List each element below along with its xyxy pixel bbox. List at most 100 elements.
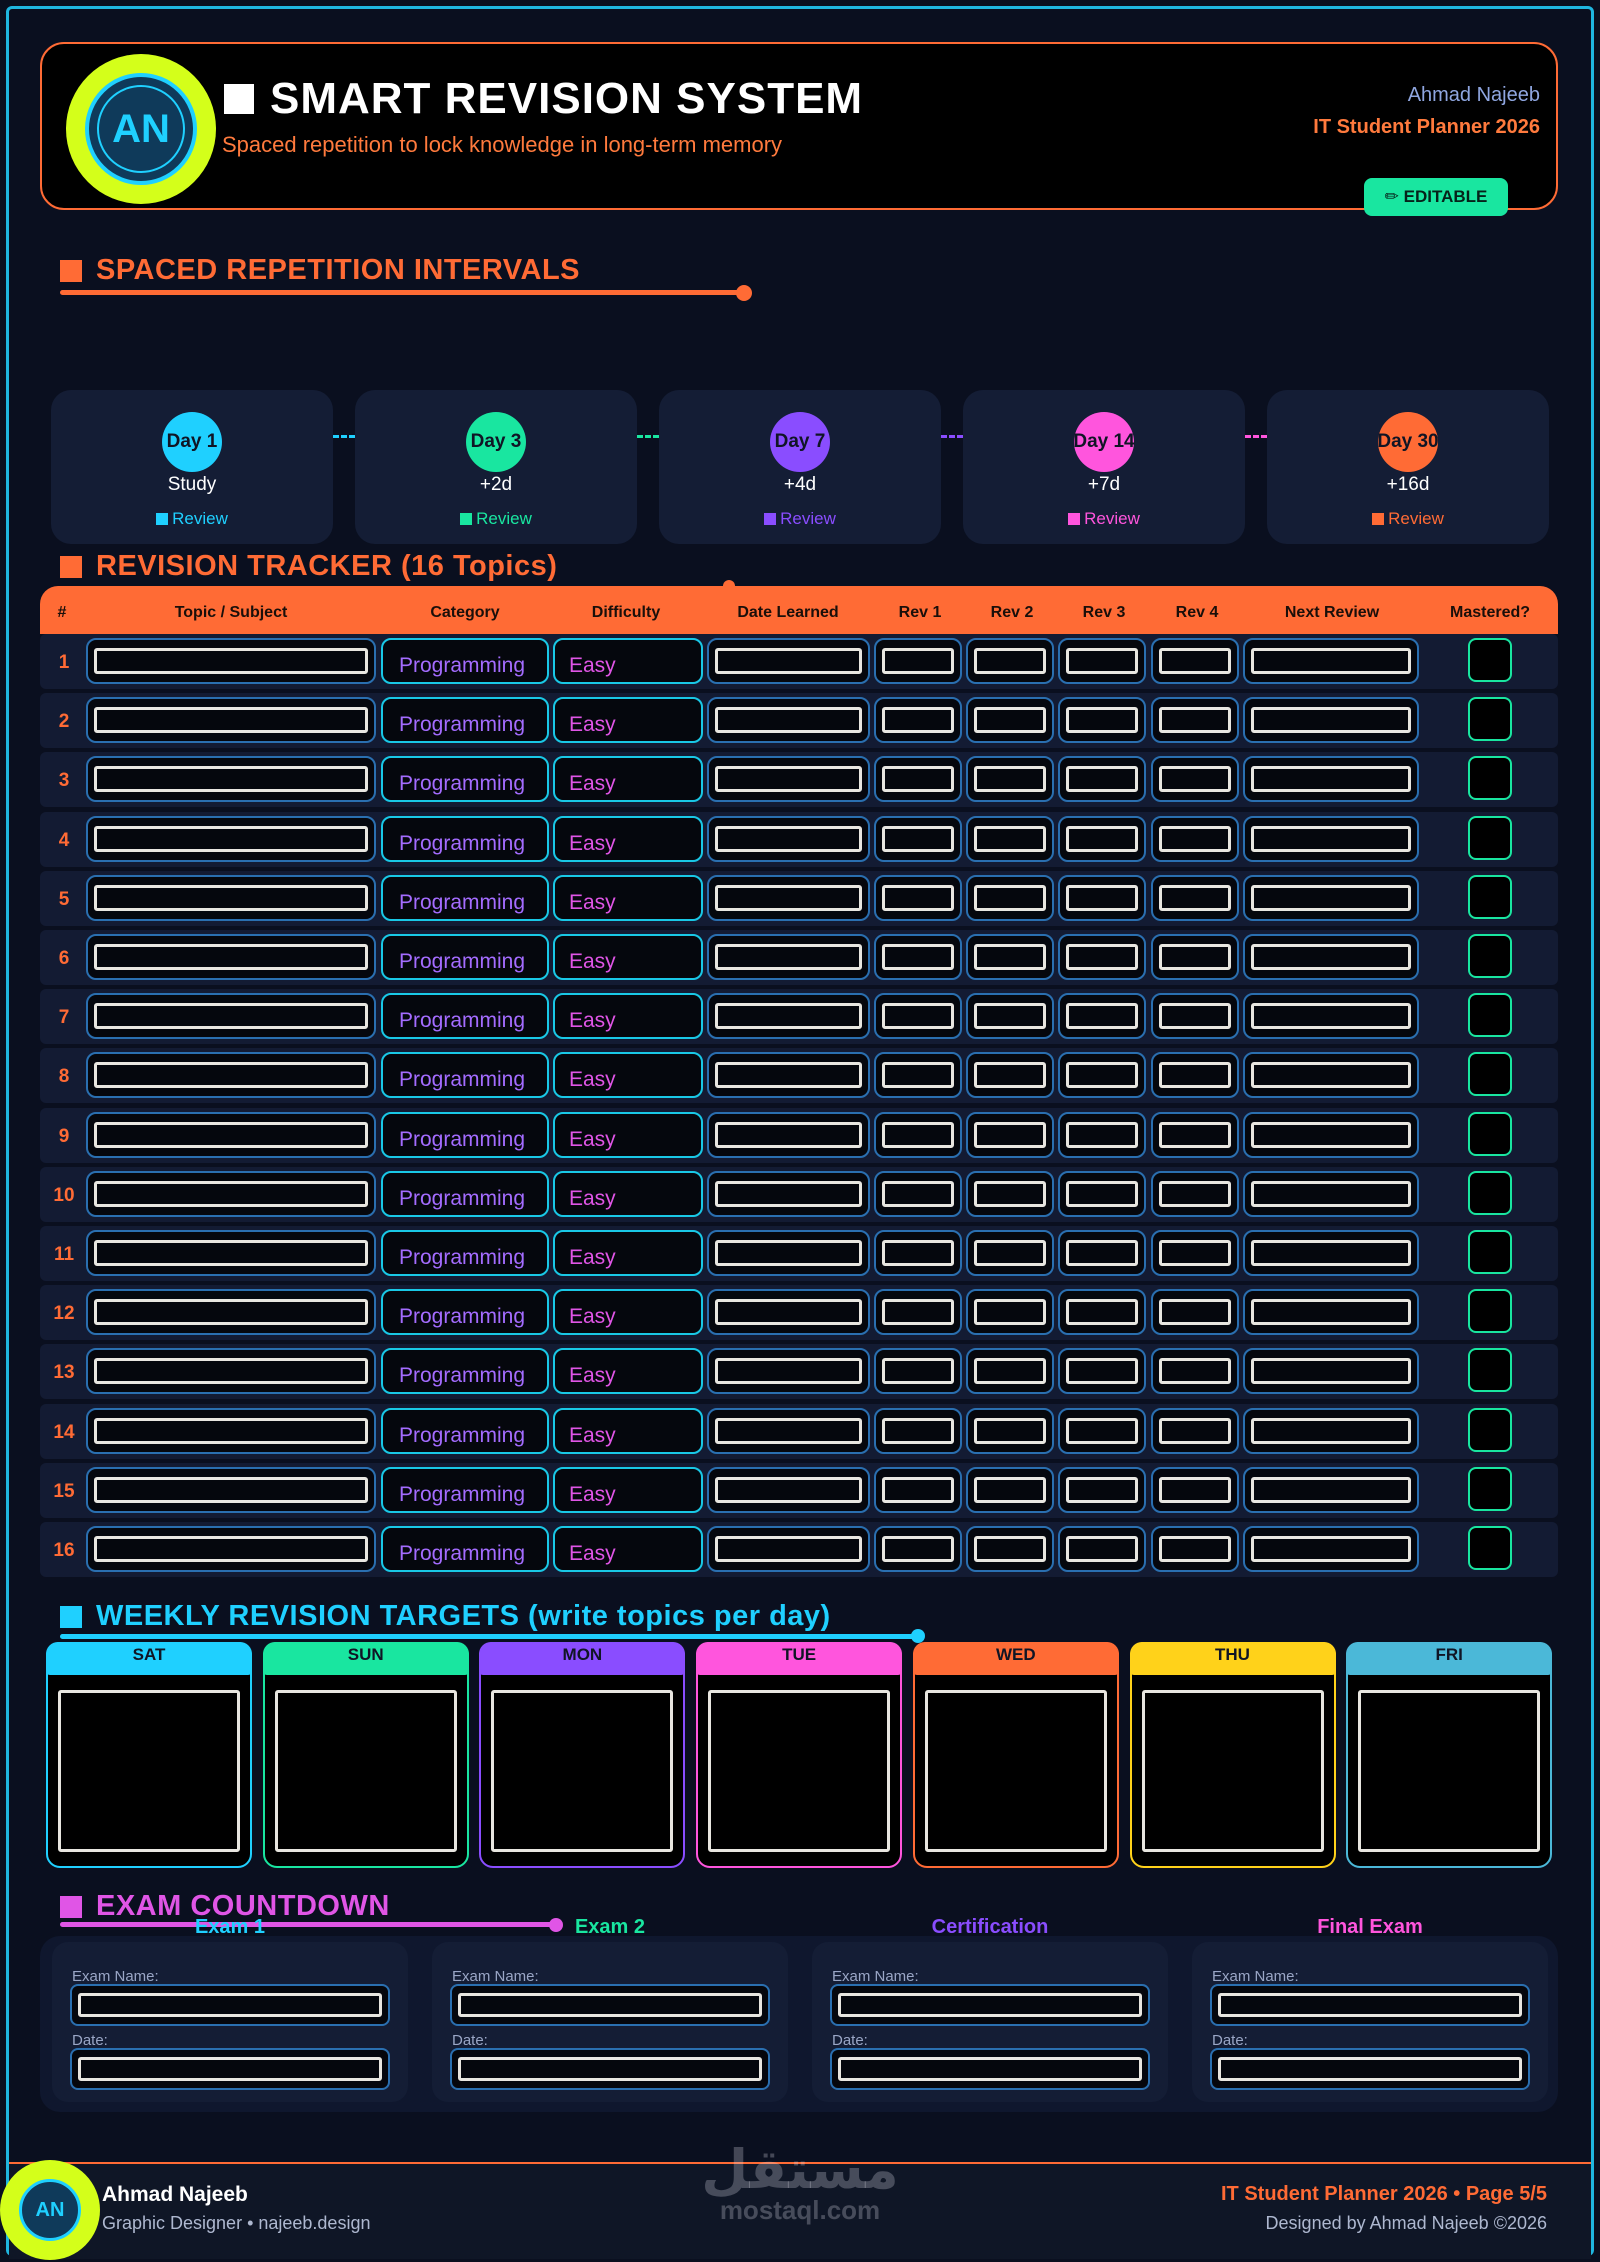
difficulty-select[interactable]: Easy xyxy=(553,815,703,862)
mastered-checkbox[interactable] xyxy=(1468,993,1512,1038)
mastered-checkbox[interactable] xyxy=(1468,1052,1512,1097)
topic-input[interactable] xyxy=(86,874,376,921)
exam-date-input[interactable] xyxy=(830,2048,1150,2090)
category-select[interactable]: Programming xyxy=(381,815,549,862)
exam-name-input[interactable] xyxy=(830,1984,1150,2026)
next-review-input[interactable] xyxy=(1243,1052,1419,1099)
rev4-input[interactable] xyxy=(1151,1230,1239,1276)
rev4-input[interactable] xyxy=(1151,1170,1239,1217)
category-select[interactable]: Programming xyxy=(381,756,549,803)
rev2-input[interactable] xyxy=(966,1170,1054,1217)
editable-badge[interactable]: ✏ EDITABLE xyxy=(1364,178,1508,216)
rev2-input[interactable] xyxy=(966,934,1054,980)
date-learned-input[interactable] xyxy=(707,874,870,921)
date-learned-input[interactable] xyxy=(707,1111,870,1158)
rev4-input[interactable] xyxy=(1151,1289,1239,1336)
rev2-input[interactable] xyxy=(966,756,1054,803)
difficulty-select[interactable]: Easy xyxy=(553,1230,703,1276)
topic-input[interactable] xyxy=(86,1111,376,1158)
difficulty-select[interactable]: Easy xyxy=(553,934,703,980)
mastered-checkbox[interactable] xyxy=(1468,1466,1512,1511)
rev4-input[interactable] xyxy=(1151,1526,1239,1572)
category-select[interactable]: Programming xyxy=(381,1052,549,1099)
difficulty-select[interactable]: Easy xyxy=(553,1466,703,1513)
category-select[interactable]: Programming xyxy=(381,1348,549,1395)
rev3-input[interactable] xyxy=(1058,1052,1146,1099)
rev3-input[interactable] xyxy=(1058,1407,1146,1454)
category-select[interactable]: Programming xyxy=(381,1170,549,1217)
next-review-input[interactable] xyxy=(1243,1348,1419,1395)
difficulty-select[interactable]: Easy xyxy=(553,697,703,744)
next-review-input[interactable] xyxy=(1243,1407,1419,1454)
category-select[interactable]: Programming xyxy=(381,874,549,921)
next-review-input[interactable] xyxy=(1243,934,1419,980)
next-review-input[interactable] xyxy=(1243,874,1419,921)
difficulty-select[interactable]: Easy xyxy=(553,1052,703,1099)
rev3-input[interactable] xyxy=(1058,874,1146,921)
date-learned-input[interactable] xyxy=(707,1466,870,1513)
day-topics-box[interactable] xyxy=(274,1690,457,1852)
mastered-checkbox[interactable] xyxy=(1468,934,1512,978)
difficulty-select[interactable]: Easy xyxy=(553,874,703,921)
date-learned-input[interactable] xyxy=(707,934,870,980)
mastered-checkbox[interactable] xyxy=(1468,874,1512,919)
rev4-input[interactable] xyxy=(1151,756,1239,803)
mastered-checkbox[interactable] xyxy=(1468,697,1512,742)
next-review-input[interactable] xyxy=(1243,756,1419,803)
category-select[interactable]: Programming xyxy=(381,1407,549,1454)
rev4-input[interactable] xyxy=(1151,1111,1239,1158)
exam-name-input[interactable] xyxy=(1210,1984,1530,2026)
difficulty-select[interactable]: Easy xyxy=(553,1170,703,1217)
category-select[interactable]: Programming xyxy=(381,697,549,744)
topic-input[interactable] xyxy=(86,934,376,980)
category-select[interactable]: Programming xyxy=(381,934,549,980)
date-learned-input[interactable] xyxy=(707,993,870,1040)
rev3-input[interactable] xyxy=(1058,1111,1146,1158)
difficulty-select[interactable]: Easy xyxy=(553,1407,703,1454)
exam-name-input[interactable] xyxy=(70,1984,390,2026)
rev1-input[interactable] xyxy=(874,756,962,803)
exam-date-input[interactable] xyxy=(450,2048,770,2090)
next-review-input[interactable] xyxy=(1243,1170,1419,1217)
rev3-input[interactable] xyxy=(1058,756,1146,803)
rev2-input[interactable] xyxy=(966,697,1054,744)
topic-input[interactable] xyxy=(86,1526,376,1572)
rev3-input[interactable] xyxy=(1058,697,1146,744)
mastered-checkbox[interactable] xyxy=(1468,638,1512,682)
rev4-input[interactable] xyxy=(1151,1466,1239,1513)
day-topics-box[interactable] xyxy=(58,1690,240,1852)
topic-input[interactable] xyxy=(86,1407,376,1454)
exam-date-input[interactable] xyxy=(1210,2048,1530,2090)
rev1-input[interactable] xyxy=(874,1052,962,1099)
topic-input[interactable] xyxy=(86,1348,376,1395)
mastered-checkbox[interactable] xyxy=(1468,1111,1512,1156)
rev3-input[interactable] xyxy=(1058,1289,1146,1336)
rev3-input[interactable] xyxy=(1058,934,1146,980)
rev3-input[interactable] xyxy=(1058,638,1146,684)
topic-input[interactable] xyxy=(86,1052,376,1099)
rev1-input[interactable] xyxy=(874,1407,962,1454)
rev2-input[interactable] xyxy=(966,1111,1054,1158)
topic-input[interactable] xyxy=(86,697,376,744)
rev2-input[interactable] xyxy=(966,1052,1054,1099)
rev4-input[interactable] xyxy=(1151,815,1239,862)
rev4-input[interactable] xyxy=(1151,874,1239,921)
exam-name-input[interactable] xyxy=(450,1984,770,2026)
difficulty-select[interactable]: Easy xyxy=(553,1111,703,1158)
rev1-input[interactable] xyxy=(874,1111,962,1158)
mastered-checkbox[interactable] xyxy=(1468,815,1512,860)
day-topics-box[interactable] xyxy=(491,1690,674,1852)
next-review-input[interactable] xyxy=(1243,993,1419,1040)
rev2-input[interactable] xyxy=(966,1526,1054,1572)
topic-input[interactable] xyxy=(86,993,376,1040)
rev2-input[interactable] xyxy=(966,1289,1054,1336)
date-learned-input[interactable] xyxy=(707,1407,870,1454)
rev2-input[interactable] xyxy=(966,638,1054,684)
rev1-input[interactable] xyxy=(874,993,962,1040)
date-learned-input[interactable] xyxy=(707,815,870,862)
rev1-input[interactable] xyxy=(874,934,962,980)
topic-input[interactable] xyxy=(86,815,376,862)
rev3-input[interactable] xyxy=(1058,1230,1146,1276)
next-review-input[interactable] xyxy=(1243,638,1419,684)
mastered-checkbox[interactable] xyxy=(1468,1526,1512,1570)
